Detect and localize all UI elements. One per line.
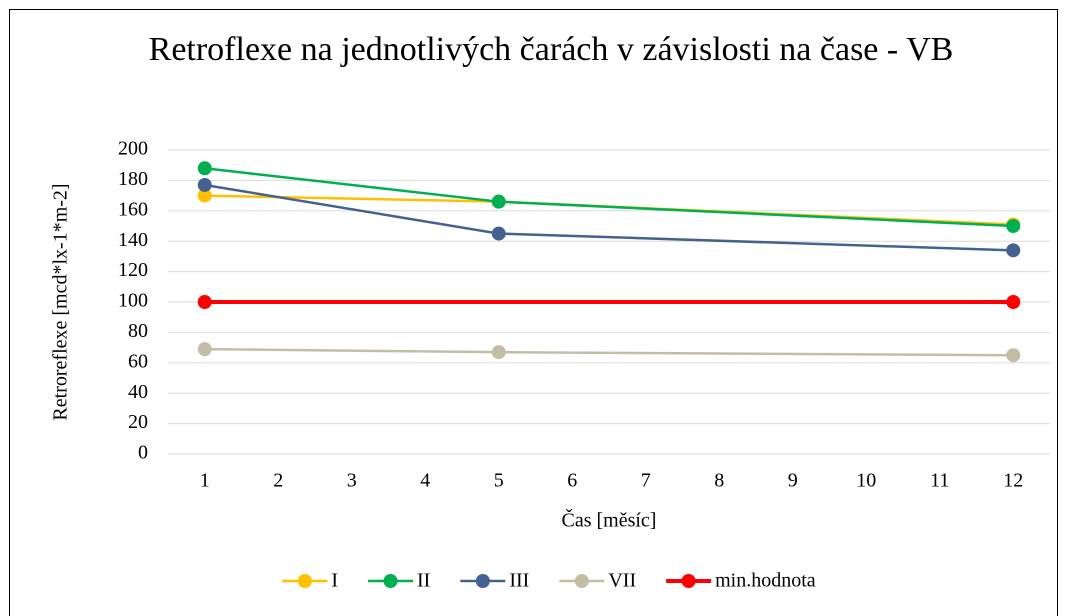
- legend-label: I: [331, 570, 338, 592]
- x-tick-label: 5: [494, 470, 504, 492]
- y-tick-label: 80: [128, 320, 148, 342]
- y-tick-label: 180: [118, 168, 148, 190]
- legend-item: min.hodnota: [666, 570, 816, 592]
- legend-item: III: [460, 570, 529, 592]
- legend-swatch-marker: [681, 574, 696, 588]
- series-line: [204, 183, 1014, 252]
- y-tick-label: 60: [128, 350, 148, 372]
- chart-frame: [9, 9, 1058, 616]
- data-point: [197, 161, 212, 176]
- x-tick-label: 10: [856, 470, 876, 492]
- legend-label: min.hodnota: [715, 570, 816, 592]
- legend-swatch-marker: [383, 574, 398, 588]
- x-tick-label: 3: [347, 470, 357, 492]
- legend-swatch-marker: [297, 574, 312, 588]
- legend-swatch-marker: [574, 574, 589, 588]
- x-tick-label: 12: [1003, 470, 1023, 492]
- y-tick-label: 20: [128, 411, 148, 433]
- series-line: [204, 347, 1014, 357]
- y-axis-label: Retroreflexe [mcd*lx-1*m-2]: [50, 183, 72, 420]
- y-tick-label: 120: [118, 259, 148, 281]
- legend-item: I: [282, 570, 338, 592]
- data-point: [197, 295, 212, 309]
- data-point: [197, 177, 212, 192]
- y-tick-label: 140: [118, 229, 148, 251]
- y-tick-label: 200: [118, 138, 148, 160]
- x-tick-label: 2: [273, 470, 283, 492]
- x-tick-label: 1: [200, 470, 210, 492]
- x-tick-label: 7: [641, 470, 651, 492]
- x-tick-label: 8: [714, 470, 724, 492]
- legend-swatch-marker: [475, 574, 490, 588]
- legend-label: VII: [608, 570, 636, 592]
- y-tick-label: 0: [138, 442, 148, 464]
- x-tick-label: 9: [788, 470, 798, 492]
- legend-item: VII: [559, 570, 636, 592]
- data-point: [491, 345, 506, 360]
- y-tick-label: 40: [128, 381, 148, 403]
- x-tick-label: 6: [567, 470, 577, 492]
- data-point: [197, 342, 212, 357]
- chart-title: Retroflexe na jednotlivých čarách v závi…: [148, 31, 954, 68]
- y-tick-label: 100: [118, 290, 148, 312]
- x-axis-label: Čas [měsíc]: [562, 508, 657, 532]
- legend-item: II: [368, 570, 430, 592]
- legend-label: II: [417, 570, 430, 592]
- data-point: [1006, 219, 1021, 233]
- data-point: [197, 188, 212, 203]
- data-point: [1006, 348, 1021, 363]
- x-tick-label: 11: [930, 470, 949, 492]
- data-point: [1006, 243, 1021, 258]
- y-tick-label: 160: [118, 198, 148, 220]
- x-tick-label: 4: [420, 470, 430, 492]
- data-point: [1006, 295, 1021, 309]
- legend-label: III: [509, 570, 529, 592]
- data-point: [491, 226, 506, 241]
- data-point: [491, 194, 506, 209]
